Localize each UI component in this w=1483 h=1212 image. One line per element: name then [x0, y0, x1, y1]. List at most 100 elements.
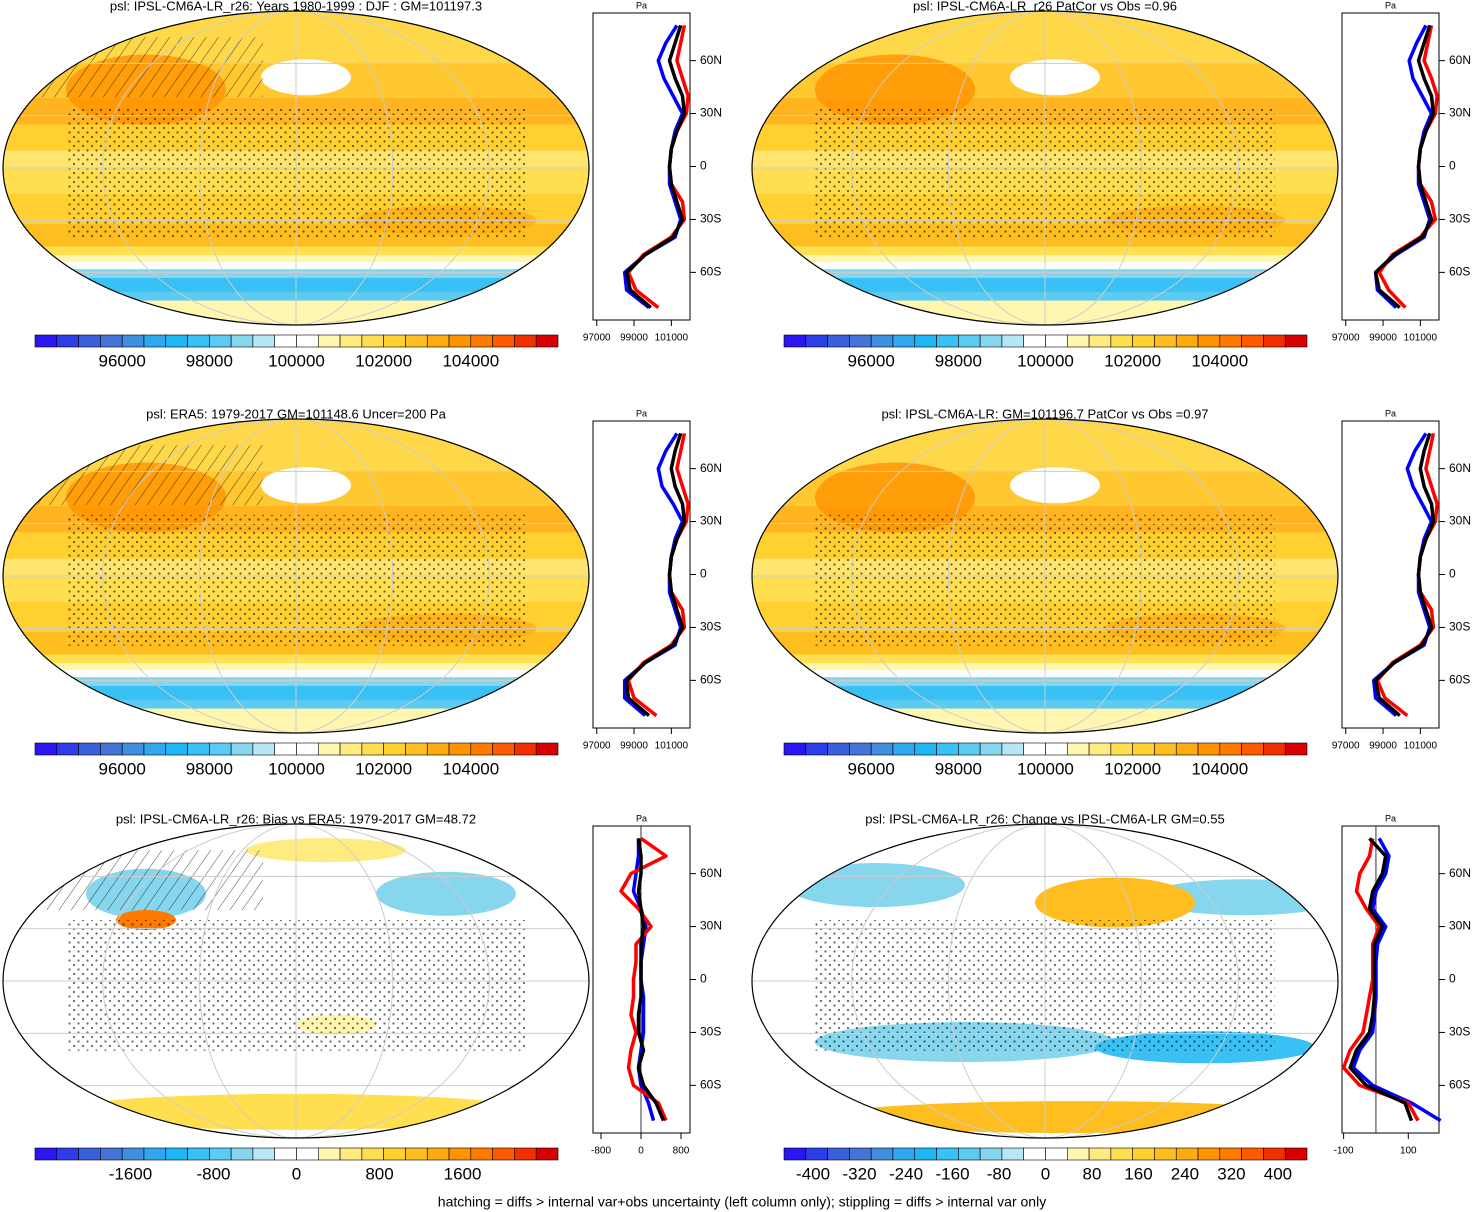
colorbar-box — [1023, 742, 1046, 756]
colorbar-box — [34, 334, 58, 348]
colorbar-box — [514, 742, 537, 756]
y-tick-label: 60N — [1449, 866, 1471, 880]
colorbar-label: 800 — [365, 1164, 393, 1183]
panel-title: psl: IPSL-CM6A-LR_r26: Bias vs ERA5: 197… — [116, 811, 476, 826]
x-tick-label: 0 — [638, 1146, 644, 1157]
zonal-line — [624, 24, 687, 309]
map — [752, 11, 1338, 325]
colorbar-box — [252, 1147, 276, 1161]
colorbar-box — [143, 334, 167, 348]
y-tick-label: 30S — [700, 212, 721, 226]
map-outline — [2, 10, 590, 326]
colorbar-box — [34, 1147, 58, 1161]
y-tick-label: 30N — [700, 919, 722, 933]
colorbar-box — [209, 334, 232, 348]
colorbar-box — [78, 1147, 101, 1161]
pressure-low — [1010, 467, 1100, 504]
colorbar-box — [1241, 742, 1264, 756]
zonal-line — [631, 838, 656, 1122]
hatching — [3, 850, 263, 911]
colorbar-box — [383, 334, 406, 348]
map-outline — [751, 823, 1339, 1139]
colorbar-box — [1175, 742, 1199, 756]
colorbar-box — [339, 742, 363, 756]
x-tick-label: 101000 — [1404, 741, 1438, 752]
y-tick-label: 30S — [1449, 620, 1470, 634]
graticule — [947, 419, 1143, 733]
y-tick-label: 0 — [700, 567, 707, 581]
colorbar-box — [1023, 1147, 1046, 1161]
colorbar-box — [405, 742, 428, 756]
colorbar-box — [361, 742, 384, 756]
panel-title: psl: ERA5: 1979-2017 GM=101148.6 Uncer=2… — [146, 406, 446, 421]
colorbar-box — [936, 742, 959, 756]
y-tick-label: 60S — [700, 265, 721, 279]
map-outline — [2, 823, 590, 1139]
map — [3, 11, 589, 325]
zonal-line — [1373, 24, 1436, 309]
x-tick-label: 97000 — [583, 741, 611, 752]
colorbar-box — [827, 1147, 850, 1161]
colorbar-box — [783, 334, 807, 348]
y-tick-label: 60S — [1449, 673, 1470, 687]
footer-note: hatching = diffs > internal var+obs unce… — [438, 1194, 1046, 1210]
colorbar-box — [1110, 742, 1133, 756]
y-tick-label: 0 — [700, 972, 707, 986]
colorbar-box — [1284, 742, 1308, 756]
y-tick-label: 30S — [1449, 1025, 1470, 1039]
colorbar-label: -320 — [843, 1164, 877, 1183]
zonal-unit: Pa — [636, 0, 647, 10]
zonal-line — [1348, 837, 1414, 1122]
colorbar-box — [296, 742, 319, 756]
colorbar-box — [805, 742, 828, 756]
colorbar-label: 100000 — [1017, 351, 1074, 370]
colorbar-label: 102000 — [1104, 759, 1161, 778]
panel-title: psl: IPSL-CM6A-LR_r26: Years 1980-1999 :… — [110, 0, 482, 13]
y-tick-label: 0 — [700, 159, 707, 173]
graticule — [198, 824, 394, 1138]
zonal-unit: Pa — [1385, 408, 1396, 418]
y-tick-label: 30S — [700, 620, 721, 634]
colorbar-box — [121, 334, 145, 348]
colorbar-box — [121, 1147, 145, 1161]
colorbar-box — [230, 334, 254, 348]
colorbar-box — [827, 742, 850, 756]
graticule — [102, 11, 490, 325]
zonal-unit: Pa — [636, 813, 647, 823]
y-tick-label: 30N — [1449, 106, 1471, 120]
colorbar-box — [405, 334, 428, 348]
colorbar-label: 0 — [292, 1164, 301, 1183]
colorbar-box — [1241, 334, 1264, 348]
colorbar-box — [426, 742, 450, 756]
y-tick-label: 30S — [1449, 212, 1470, 226]
colorbar-box — [296, 334, 319, 348]
colorbar-box — [187, 334, 210, 348]
colorbar-label: 98000 — [935, 351, 982, 370]
colorbar-box — [514, 334, 537, 348]
x-tick-label: 101000 — [655, 741, 689, 752]
colorbar-label: 98000 — [935, 759, 982, 778]
colorbar-box — [870, 742, 894, 756]
x-tick-label: 101000 — [655, 333, 689, 344]
anomaly-region — [1035, 877, 1195, 928]
colorbar-box — [958, 1147, 981, 1161]
colorbar-box — [1023, 334, 1046, 348]
zonal-line — [636, 838, 666, 1122]
colorbar-box — [936, 334, 959, 348]
colorbar-box — [1001, 334, 1025, 348]
colorbar-box — [383, 1147, 406, 1161]
y-tick-label: 60N — [1449, 461, 1471, 475]
colorbar-box — [1154, 1147, 1177, 1161]
y-tick-label: 30N — [1449, 514, 1471, 528]
zonal-line — [624, 432, 687, 717]
colorbar-label: -1600 — [109, 1164, 152, 1183]
panel-title: psl: IPSL-CM6A-LR_r26 PatCor vs Obs =0.9… — [913, 0, 1177, 13]
colorbar-label: 98000 — [186, 759, 233, 778]
colorbar-box — [165, 334, 188, 348]
map-outline — [2, 418, 590, 734]
colorbar-box — [56, 334, 79, 348]
zonal-frame — [1341, 825, 1440, 1134]
pressure-low — [261, 467, 351, 504]
colorbar-box — [1110, 334, 1133, 348]
colorbar-box — [958, 334, 981, 348]
